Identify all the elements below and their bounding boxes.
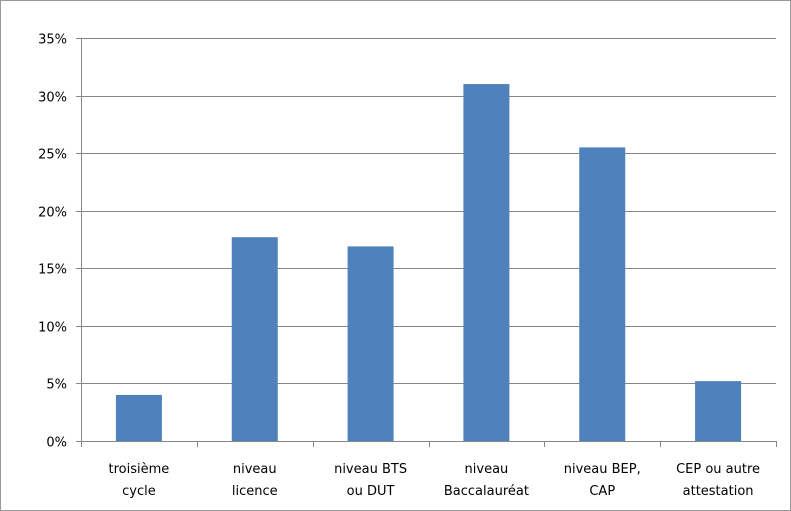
bar [347,246,394,441]
y-tick-label: 25% [38,148,67,163]
x-category-label: CAP [589,484,615,499]
bar [115,394,162,441]
y-tick-label: 30% [38,91,67,106]
bar [695,381,742,441]
x-category-label: niveau [233,462,277,477]
y-tick-label: 15% [38,263,67,278]
bar [463,84,510,442]
bar [579,147,626,441]
y-tick-label: 5% [46,378,67,393]
x-category-label: niveau BEP, [564,462,641,477]
y-tick-label: 0% [46,436,67,451]
x-category-label: Baccalauréat [444,484,529,499]
x-category-label: CEP ou autre [676,462,760,477]
x-category-label: niveau [465,462,509,477]
bar [231,237,278,441]
y-tick-label: 20% [38,206,67,221]
y-tick-label: 10% [38,321,67,336]
x-category-label: attestation [683,484,754,499]
x-category-label: ou DUT [347,484,395,499]
x-category-label: licence [232,484,278,499]
x-category-label: niveau BTS [334,462,407,477]
x-category-label: troisième [109,462,170,477]
x-category-label: cycle [122,484,156,499]
y-tick-label: 35% [38,33,67,48]
